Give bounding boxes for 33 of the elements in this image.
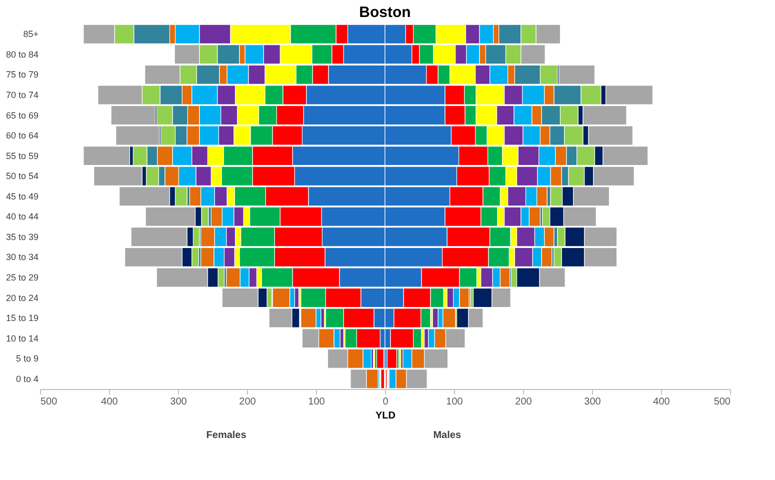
- x-tick-label: 500: [40, 396, 58, 408]
- x-axis-title: YLD: [376, 410, 396, 422]
- text: Males: [433, 430, 462, 441]
- y-tick-label: 15 to 19: [6, 313, 38, 324]
- x-tick-label: 100: [308, 396, 326, 408]
- y-tick-label: 85+: [23, 29, 38, 40]
- x-tick-label: 500: [714, 396, 731, 408]
- y-tick-label: 60 to 64: [6, 130, 38, 141]
- y-tick-label: 30 to 34: [6, 252, 38, 262]
- y-tick-label: 55 to 59: [6, 150, 38, 161]
- y-tick-label: 50 to 54: [6, 171, 38, 182]
- x-tick-label: 400: [653, 396, 670, 408]
- y-tick-label: 25 to 29: [6, 272, 38, 282]
- y-tick-label: 40 to 44: [6, 212, 38, 222]
- y-tick-label: 35 to 39: [6, 232, 38, 242]
- y-tick-label: 65 to 69: [6, 110, 38, 120]
- y-tick-label: 80 to 84: [6, 49, 38, 60]
- y-tick-label: 70 to 74: [6, 90, 38, 100]
- x-tick-label: 200: [239, 396, 256, 408]
- y-tick-label: 20 to 24: [6, 292, 38, 303]
- x-tick-label: 200: [515, 396, 532, 408]
- y-tick-label: 0 to 4: [16, 374, 38, 384]
- x-tick-label: 100: [446, 396, 464, 408]
- x-tick-label: 300: [170, 396, 188, 408]
- x-tick-label: 300: [584, 396, 602, 408]
- y-tick-label: 45 to 49: [6, 191, 38, 202]
- x-tick-label: 0: [382, 396, 389, 408]
- y-tick-label: 10 to 14: [6, 333, 38, 344]
- y-tick-label: 75 to 79: [6, 70, 38, 80]
- x-tick-label: 400: [101, 396, 118, 408]
- text: Females: [206, 430, 247, 441]
- chart-title: Boston: [359, 4, 411, 21]
- y-tick-label: 5 to 9: [16, 354, 38, 364]
